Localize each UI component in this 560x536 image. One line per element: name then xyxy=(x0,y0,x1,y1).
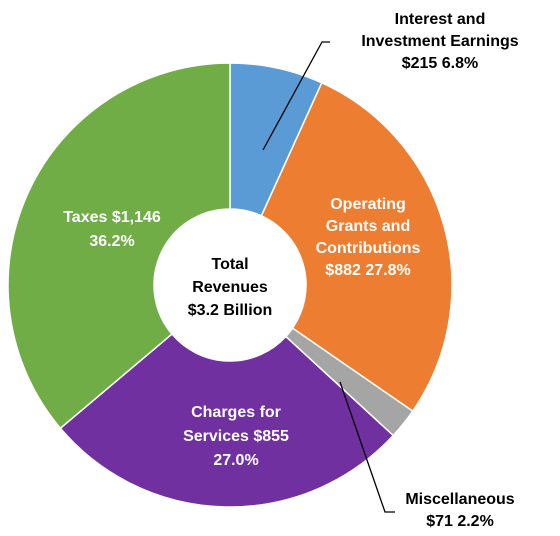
slice xyxy=(7,62,231,430)
leader-line xyxy=(339,381,395,513)
slice xyxy=(59,332,395,508)
slice-label: Charges for xyxy=(191,404,281,421)
slice-label: Contributions xyxy=(316,240,421,257)
center-label: Revenues xyxy=(192,279,268,296)
slice-label: Miscellaneous xyxy=(405,491,514,508)
slice-label: Operating xyxy=(330,196,406,213)
slice-label: Grants and xyxy=(326,218,410,235)
slice-label: $71 2.2% xyxy=(426,513,494,530)
slice-label: Taxes $1,146 xyxy=(63,209,161,226)
slice-label: 36.2% xyxy=(89,233,134,250)
slice-label: Services $855 xyxy=(183,428,289,445)
slice-label: $882 27.8% xyxy=(325,262,410,279)
center-label: $3.2 Billion xyxy=(188,302,272,319)
slice-label: Interest and xyxy=(395,11,486,28)
slices xyxy=(7,62,453,508)
slice-label: $215 6.8% xyxy=(402,55,479,72)
slice-label: Investment Earnings xyxy=(361,33,518,50)
slice-label: 27.0% xyxy=(213,452,258,469)
slice xyxy=(260,81,453,413)
center-label: Total xyxy=(211,256,248,273)
leader-line xyxy=(262,41,330,151)
